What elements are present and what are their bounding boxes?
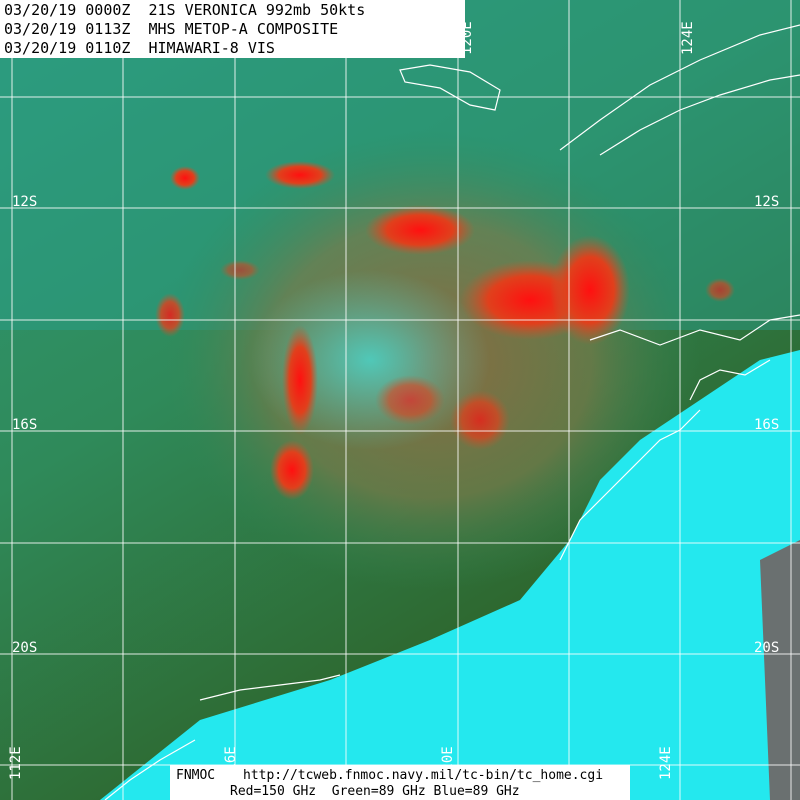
footer-box bbox=[170, 765, 630, 800]
lat-label: 16S bbox=[12, 417, 37, 433]
footer-url: http://tcweb.fnmoc.navy.mil/tc-bin/tc_ho… bbox=[243, 768, 603, 783]
lon-label: 112E bbox=[8, 746, 24, 780]
lat-label: 16S bbox=[754, 417, 779, 433]
footer: FNMOC http://tcweb.fnmoc.navy.mil/tc-bin… bbox=[170, 765, 630, 800]
lon-label: 124E bbox=[680, 21, 696, 55]
lat-label: 12S bbox=[12, 194, 37, 210]
header: 03/20/19 0000Z 21S VERONICA 992mb 50kts … bbox=[0, 0, 465, 58]
lat-label: 12S bbox=[754, 194, 779, 210]
header-line: 03/20/19 0110Z HIMAWARI-8 VIS bbox=[4, 39, 275, 57]
footer-source: FNMOC bbox=[176, 768, 215, 783]
lat-label: 20S bbox=[754, 640, 779, 656]
header-box bbox=[0, 0, 465, 58]
lat-labels: 12S 12S 16S 16S 20S 20S bbox=[12, 194, 779, 656]
footer-channels: Red=150 GHz Green=89 GHz Blue=89 GHz bbox=[230, 784, 520, 799]
lon-label: 124E bbox=[658, 746, 674, 780]
lat-label: 20S bbox=[12, 640, 37, 656]
header-line: 03/20/19 0000Z 21S VERONICA 992mb 50kts bbox=[4, 1, 365, 19]
header-line: 03/20/19 0113Z MHS METOP-A COMPOSITE bbox=[4, 20, 338, 38]
